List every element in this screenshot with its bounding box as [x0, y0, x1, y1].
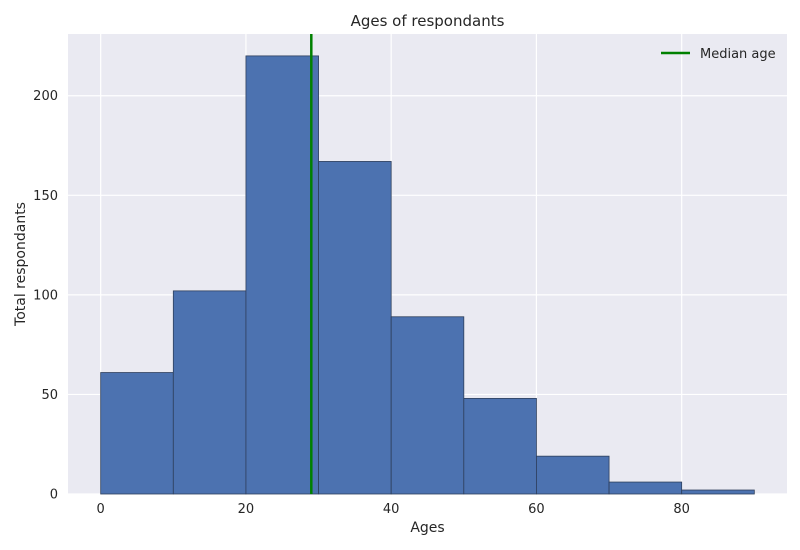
histogram-bar	[172, 290, 247, 495]
x-axis-label: Ages	[410, 520, 444, 536]
x-tick-label: 40	[383, 502, 400, 517]
y-tick-label: 0	[50, 488, 58, 503]
histogram-bar	[463, 398, 537, 495]
histogram-bar	[681, 489, 755, 495]
legend-median-label: Median age	[700, 47, 776, 62]
bars	[100, 55, 755, 495]
histogram-bar	[390, 316, 465, 495]
x-tick-label: 20	[238, 502, 255, 517]
y-axis-label: Total respondants	[13, 202, 29, 327]
histogram-bar	[245, 55, 319, 495]
x-tick-labels: 0 20 40 60 80	[97, 502, 690, 517]
chart-title: Ages of respondants	[351, 12, 505, 30]
legend: Median age	[661, 47, 776, 62]
histogram-bar	[318, 161, 392, 495]
x-tick-label: 0	[97, 502, 105, 517]
y-tick-labels: 0 50 100 150 200	[33, 89, 58, 502]
histogram-bar	[536, 455, 610, 495]
x-tick-label: 80	[673, 502, 690, 517]
y-tick-label: 200	[33, 89, 58, 104]
histogram-bar	[608, 481, 683, 495]
y-tick-label: 50	[41, 388, 58, 403]
histogram-bar	[100, 372, 174, 495]
y-tick-label: 150	[33, 189, 58, 204]
y-tick-label: 100	[33, 288, 58, 303]
x-tick-label: 60	[528, 502, 545, 517]
